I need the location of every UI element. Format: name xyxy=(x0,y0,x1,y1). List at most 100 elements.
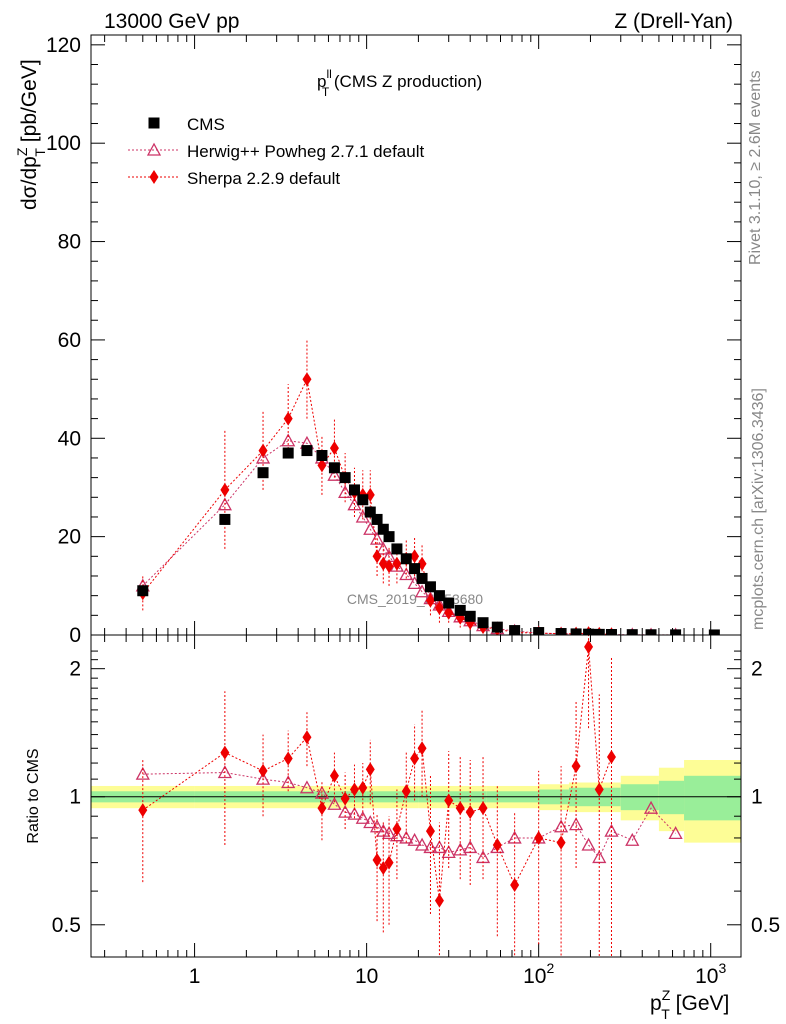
herwig-ratio-point xyxy=(327,796,342,810)
herwig-ratio-point xyxy=(135,766,150,780)
herwig-ratio-point xyxy=(475,850,491,864)
legend-label: CMS xyxy=(187,115,225,134)
sherpa-point xyxy=(220,482,230,497)
herwig-ratio-point xyxy=(432,840,447,854)
herwig-ratio-point xyxy=(314,785,330,799)
cms-point xyxy=(583,628,595,635)
cms-point xyxy=(391,543,403,555)
legend-sherpa-marker xyxy=(149,170,159,184)
cms-point xyxy=(593,628,605,635)
herwig-point xyxy=(281,433,296,447)
sherpa-ratio-point xyxy=(510,878,520,893)
sherpa-ratio-line xyxy=(142,646,612,901)
x-tick-label: 103 xyxy=(695,960,726,988)
cms-point xyxy=(424,581,436,593)
sherpa-ratio-point xyxy=(606,749,616,764)
sherpa-ratio-point xyxy=(258,763,268,778)
x-tick-label: 10 xyxy=(355,965,378,988)
cms-point xyxy=(357,494,369,506)
herwig-ratio-point xyxy=(568,817,584,831)
cms-point xyxy=(137,585,149,597)
cms-point xyxy=(364,506,376,518)
cms-point xyxy=(605,629,617,635)
sherpa-ratio-point xyxy=(349,782,359,797)
cms-point xyxy=(257,467,269,479)
ratio-y-axis-label: Ratio to CMS xyxy=(25,748,42,843)
cms-point xyxy=(708,629,720,635)
sherpa-ratio-point xyxy=(317,801,327,816)
legend-label: Sherpa 2.2.9 default xyxy=(187,169,340,188)
ratio-panel-frame xyxy=(90,634,742,958)
main-y-tick-label: 100 xyxy=(46,132,81,155)
ratio-y-tick-label: 1 xyxy=(69,786,81,809)
herwig-ratio-point xyxy=(407,832,422,846)
x-axis-label: pZ T [GeV] xyxy=(650,987,729,1022)
herwig-point xyxy=(255,450,271,464)
sherpa-point xyxy=(384,559,394,574)
sherpa-ratio-point xyxy=(384,855,394,870)
sherpa-ratio-point xyxy=(220,745,230,760)
sherpa-point xyxy=(425,593,435,608)
watermark: CMS_2019_I1753680 xyxy=(347,591,483,607)
main-y-tick-label: 40 xyxy=(58,427,81,450)
herwig-ratio-point xyxy=(299,780,315,794)
cms-point xyxy=(348,484,360,496)
sherpa-ratio-point xyxy=(340,791,350,806)
sherpa-ratio-point xyxy=(138,803,148,818)
sherpa-point xyxy=(317,458,327,473)
main-y-tick-label: 20 xyxy=(58,526,81,549)
herwig-ratio-point xyxy=(355,810,370,824)
rivet-label: Rivet 3.1.10, ≥ 2.6M events xyxy=(747,70,764,265)
cms-point xyxy=(570,628,582,635)
cms-point xyxy=(282,447,294,459)
sherpa-point xyxy=(283,411,293,426)
cms-point xyxy=(416,572,428,584)
cms-point xyxy=(377,523,389,535)
ratio-uncertainty-band xyxy=(91,759,741,843)
herwig-ratio-point xyxy=(625,832,640,846)
cms-point xyxy=(464,610,476,622)
header-left: 13000 GeV pp xyxy=(104,10,239,33)
sherpa-ratio-point xyxy=(444,793,454,808)
sherpa-ratio-point xyxy=(455,801,465,816)
herwig-point xyxy=(327,467,342,481)
main-panel-data xyxy=(135,339,720,635)
header-right: Z (Drell-Yan) xyxy=(614,10,733,33)
herwig-ratio-point xyxy=(643,800,659,814)
ratio-y-tick-label: 0.5 xyxy=(52,914,81,937)
x-tick-label: 102 xyxy=(523,960,554,988)
cms-point xyxy=(371,513,383,525)
herwig-ratio-point xyxy=(338,804,353,818)
main-y-tick-label: 120 xyxy=(46,34,81,57)
herwig-ratio-point xyxy=(604,823,619,837)
herwig-ratio-point xyxy=(441,845,456,859)
herwig-ratio-point xyxy=(414,837,430,851)
legend-herwig-marker xyxy=(146,142,162,156)
herwig-ratio-point xyxy=(281,775,296,789)
sherpa-point xyxy=(302,372,312,387)
cms-point xyxy=(443,597,455,609)
cms-point xyxy=(533,627,545,635)
cms-point xyxy=(400,553,412,565)
herwig-ratio-point xyxy=(217,765,232,779)
cms-point xyxy=(645,629,657,635)
cms-point xyxy=(670,629,682,635)
herwig-ratio-point xyxy=(381,826,397,840)
sherpa-point xyxy=(434,600,444,615)
herwig-point xyxy=(217,497,232,511)
ratio-y-tick-label-right: 0.5 xyxy=(751,914,780,937)
herwig-point xyxy=(369,531,385,545)
cms-point xyxy=(316,449,328,461)
cms-point xyxy=(491,621,503,633)
herwig-ratio-point xyxy=(347,806,362,820)
ratio-y-tick-label-right: 1 xyxy=(751,786,763,809)
sherpa-ratio-point xyxy=(594,782,604,797)
main-y-tick-label: 80 xyxy=(58,231,81,254)
sherpa-ratio-point xyxy=(556,835,566,850)
herwig-ratio-point xyxy=(389,828,405,842)
sherpa-ratio-point xyxy=(401,784,411,799)
cms-point xyxy=(301,445,313,457)
herwig-ratio-point xyxy=(399,830,414,844)
legend-cms-marker xyxy=(148,117,160,129)
legend: CMS Herwig++ Powheg 2.7.1 default Sherpa 2… xyxy=(128,115,424,188)
